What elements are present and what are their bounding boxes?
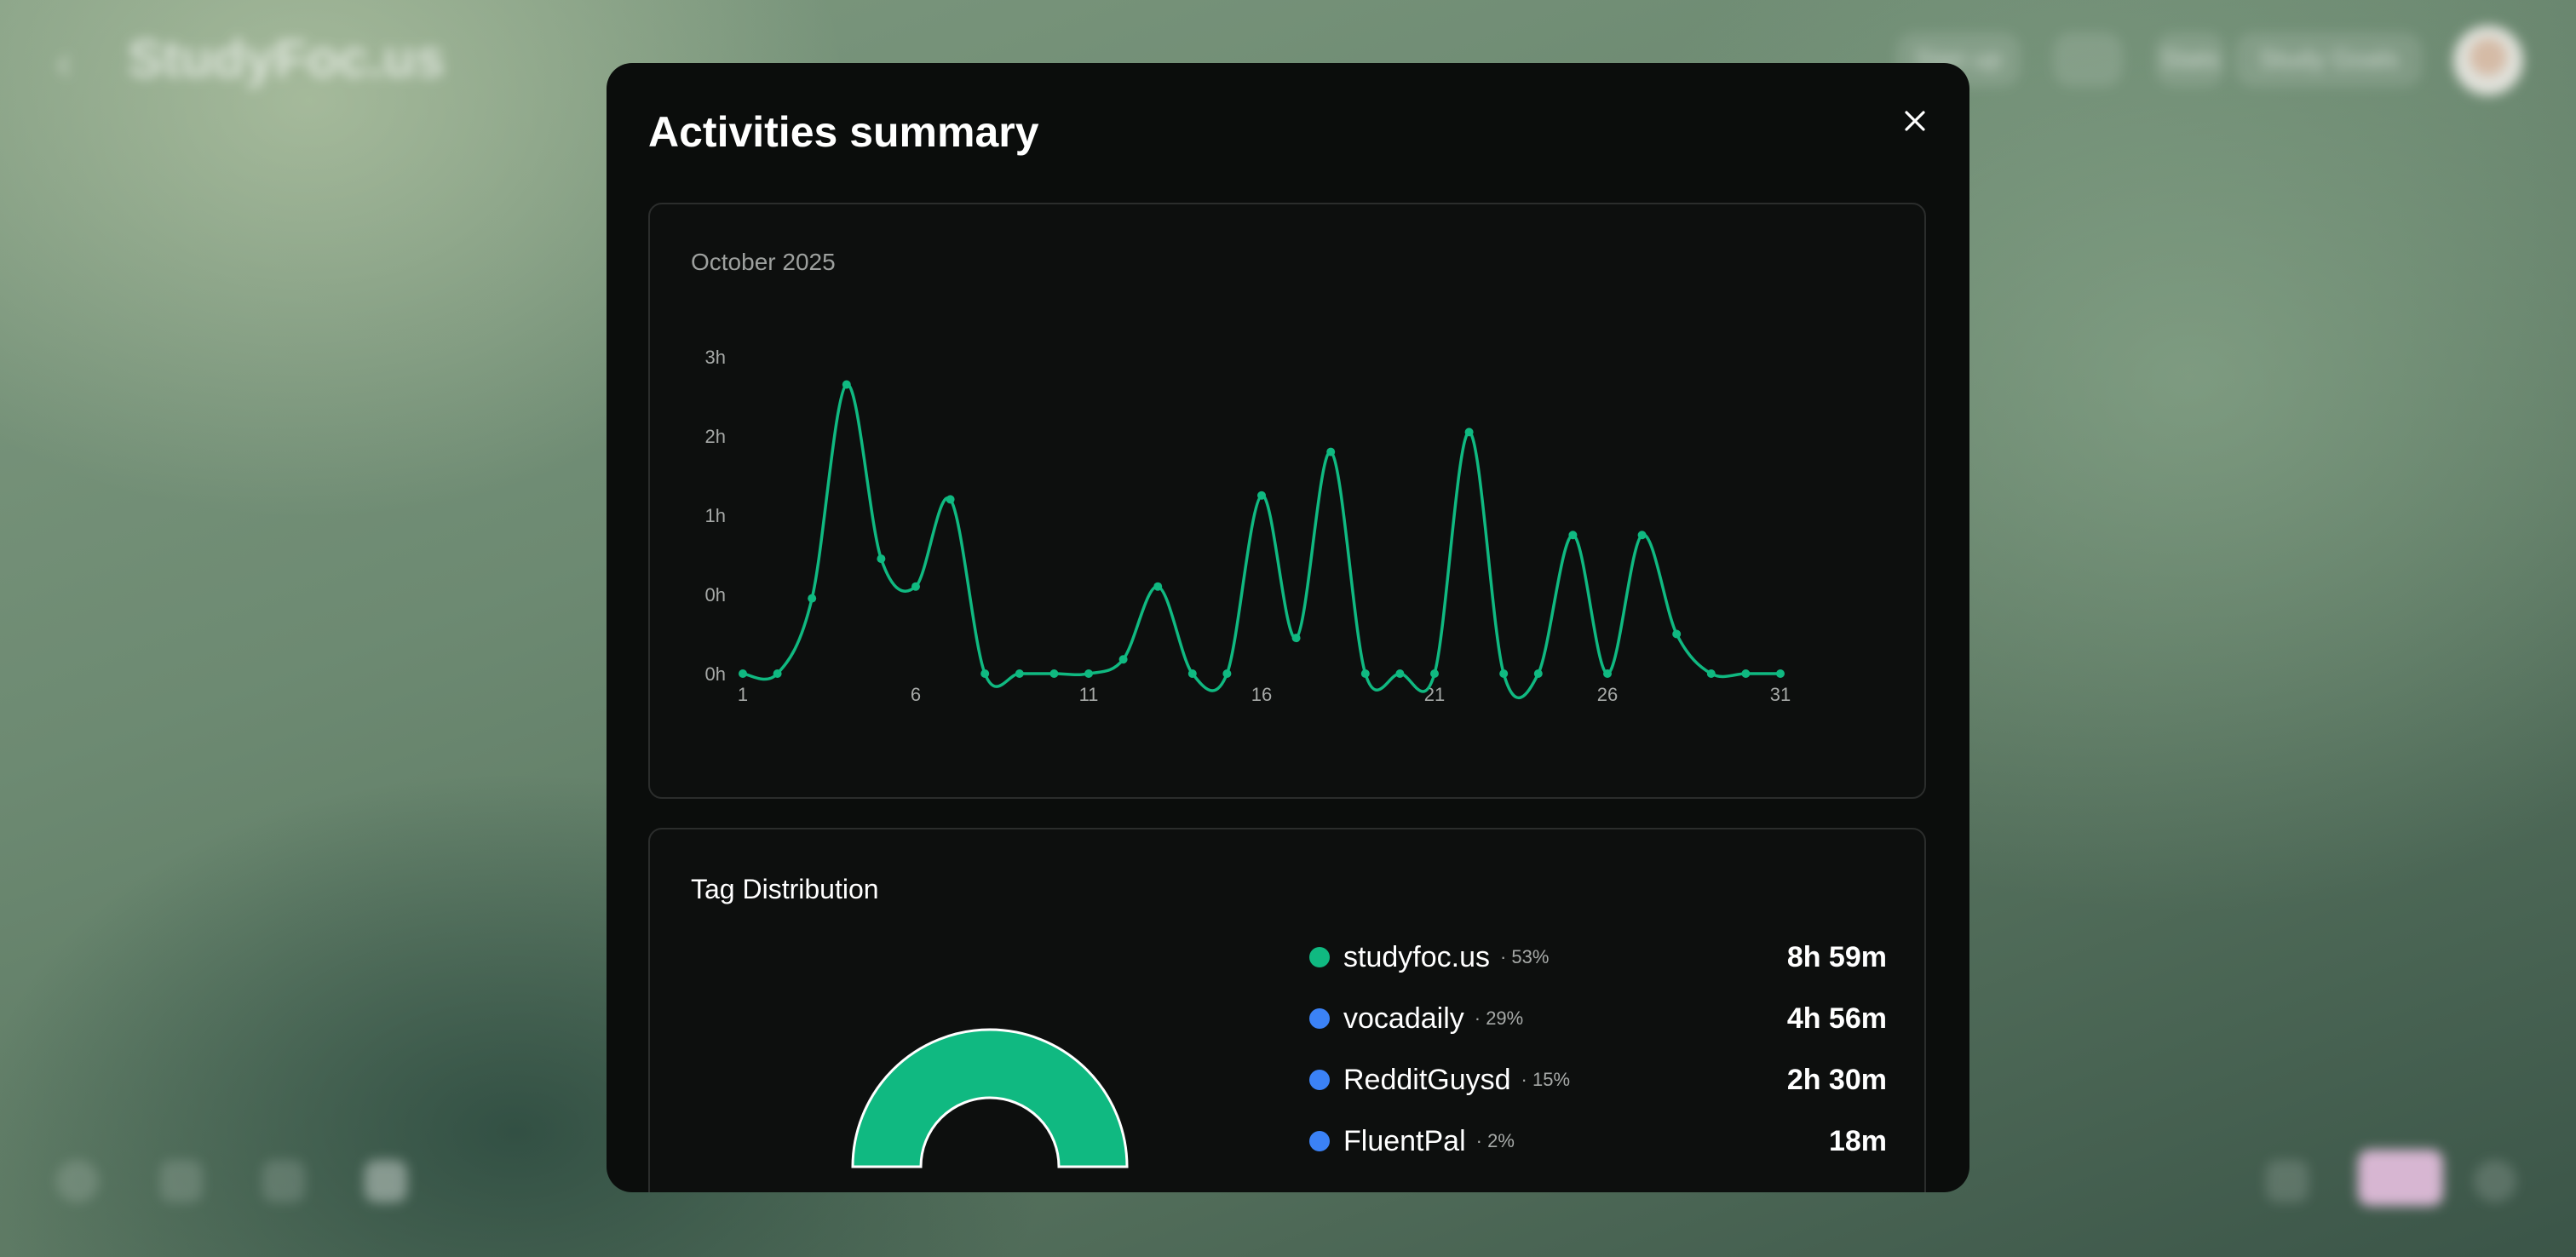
data-point[interactable] (1395, 669, 1405, 678)
tag-color-dot (1309, 1070, 1330, 1090)
tag-legend: studyfoc.us · 53% 8h 59m vocadaily · 29% 4h 5… (1309, 927, 1887, 1172)
tag-name: studyfoc.us (1343, 940, 1490, 973)
tag-color-dot (1309, 947, 1330, 967)
modal-title: Activities summary (648, 108, 1039, 156)
data-point[interactable] (1568, 531, 1578, 540)
tag-time: 4h 56m (1786, 1002, 1887, 1035)
x-tick-label: 16 (1251, 684, 1272, 705)
tool-icon (160, 1160, 203, 1202)
data-point[interactable] (1257, 491, 1266, 500)
x-tick-label: 6 (911, 684, 921, 705)
app-logo: StudyFoc.us (128, 30, 446, 89)
video-icon (365, 1160, 407, 1202)
y-tick-label: 0h (705, 584, 726, 606)
data-point[interactable] (842, 380, 851, 389)
data-point[interactable] (1637, 531, 1647, 540)
activity-line (742, 382, 1780, 700)
data-point[interactable] (1741, 669, 1751, 678)
data-point[interactable] (1153, 582, 1163, 591)
data-point[interactable] (1464, 428, 1474, 437)
x-tick-label: 21 (1424, 684, 1445, 705)
image-icon (262, 1160, 305, 1202)
x-tick-label: 11 (1079, 684, 1099, 705)
y-tick-label: 0h (705, 663, 726, 685)
y-tick-label: 3h (705, 347, 726, 368)
month-label: October 2025 (691, 249, 836, 275)
tag-percent: · 53% (1499, 946, 1550, 967)
data-point[interactable] (739, 669, 747, 678)
tag-name: vocadaily (1343, 1002, 1464, 1035)
tag-percent: · 29% (1474, 1007, 1524, 1029)
data-point[interactable] (946, 495, 955, 504)
data-point[interactable] (808, 594, 817, 603)
tag-distribution-card: Tag Distribution studyfoc.us · 53% 8h 59m v… (648, 828, 1926, 1192)
smile-icon (56, 1160, 99, 1202)
tag-distribution-title: Tag Distribution (691, 874, 879, 904)
y-tick-label: 2h (705, 426, 726, 447)
data-point[interactable] (1118, 655, 1128, 664)
tag-percent: · 15% (1521, 1069, 1571, 1090)
avatar (2453, 26, 2523, 95)
tag-name: FluentPal (1343, 1124, 1466, 1157)
tag-time: 18m (1828, 1124, 1887, 1157)
tab-stats: Stats (2155, 32, 2225, 87)
data-point[interactable] (980, 669, 990, 678)
data-point[interactable] (1603, 669, 1612, 678)
data-point[interactable] (1430, 669, 1439, 678)
tag-color-dot (1309, 1131, 1330, 1151)
tag-name: RedditGuysd (1343, 1063, 1511, 1096)
tag-row: FluentPal · 2% 18m (1309, 1111, 1887, 1172)
data-point[interactable] (1499, 669, 1509, 678)
tag-color-dot (1309, 1008, 1330, 1029)
tag-row: studyfoc.us · 53% 8h 59m (1309, 927, 1887, 988)
data-point[interactable] (1776, 669, 1785, 678)
data-point[interactable] (877, 554, 886, 564)
tag-time: 8h 59m (1786, 940, 1887, 973)
data-point[interactable] (1222, 669, 1232, 678)
close-icon (1905, 111, 1925, 131)
data-point[interactable] (1049, 669, 1059, 678)
settings-icon (2474, 1160, 2516, 1202)
data-point[interactable] (1360, 669, 1370, 678)
tag-percent: · 2% (1475, 1130, 1515, 1151)
x-tick-label: 1 (738, 684, 748, 705)
activity-chart-card: October 2025 0h 0h 1h 2h 3h 1 6 11 16 21 26 31 (648, 203, 1926, 799)
tab-study-goals: Study Goals (2235, 32, 2423, 87)
activities-summary-modal: Activities summary October 2025 0h 0h 1h 2h… (607, 63, 1969, 1192)
data-point[interactable] (1533, 669, 1543, 678)
tag-donut-chart (851, 1028, 1129, 1168)
tag-row: RedditGuysd · 15% 2h 30m (1309, 1049, 1887, 1111)
close-button[interactable] (1896, 102, 1934, 140)
stats-icon (2053, 32, 2123, 87)
data-point[interactable] (1672, 629, 1682, 639)
chat-icon (2266, 1160, 2309, 1202)
data-point[interactable] (1291, 634, 1301, 643)
x-tick-label: 31 (1770, 684, 1791, 705)
tag-time: 2h 30m (1786, 1063, 1887, 1096)
tag-row: vocadaily · 29% 4h 56m (1309, 988, 1887, 1049)
data-point[interactable] (911, 582, 920, 591)
data-point[interactable] (1326, 447, 1336, 456)
back-icon: ‹ (56, 35, 72, 89)
x-tick-label: 26 (1597, 684, 1618, 705)
music-icon (2358, 1150, 2443, 1206)
y-tick-label: 1h (705, 505, 726, 526)
data-point[interactable] (1706, 669, 1716, 678)
data-point[interactable] (1084, 669, 1093, 678)
data-point[interactable] (1187, 669, 1197, 678)
data-point[interactable] (1015, 669, 1024, 678)
data-point[interactable] (773, 669, 782, 678)
